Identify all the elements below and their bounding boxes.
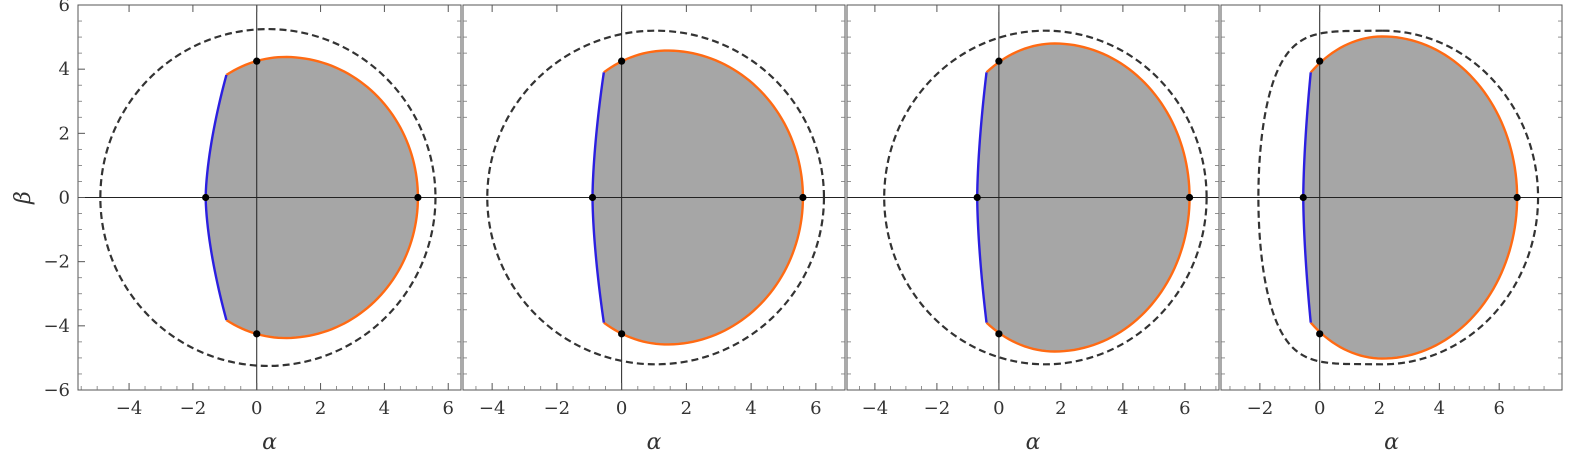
- x-tick-label: 4: [745, 398, 756, 419]
- y-tick-label: 2: [59, 123, 70, 144]
- x-axis-title: α: [647, 430, 662, 455]
- x-tick-label: −2: [1247, 398, 1274, 419]
- x-tick-label: 0: [251, 398, 262, 419]
- x-tick-label: 4: [379, 398, 390, 419]
- marker-point: [799, 193, 807, 202]
- x-tick-label: 6: [810, 398, 821, 419]
- marker-point: [618, 57, 626, 65]
- x-axis-title: α: [1384, 430, 1399, 455]
- x-tick-label: 4: [1117, 398, 1128, 419]
- marker-point: [253, 57, 261, 65]
- panel-3: −4 −2 0 2 4 6 α: [846, 4, 1220, 455]
- marker-point: [973, 193, 981, 202]
- marker-point: [253, 330, 261, 338]
- x-axis-title: α: [1026, 430, 1041, 455]
- marker-point: [995, 330, 1003, 338]
- plot-area: [847, 5, 1219, 390]
- x-axis-title: α: [262, 430, 277, 455]
- x-tick-label: −2: [544, 398, 571, 419]
- marker-point: [414, 193, 422, 202]
- x-tick-label: 0: [993, 398, 1004, 419]
- x-tick-label: 0: [616, 398, 627, 419]
- x-tick-label: 4: [1434, 398, 1445, 419]
- outer-boundary: [486, 29, 826, 366]
- x-tick-label: −2: [924, 398, 951, 419]
- outer-boundary: [99, 27, 437, 368]
- marker-point: [1316, 330, 1324, 338]
- x-tick-label: −4: [479, 398, 506, 419]
- plot-area: [1221, 5, 1562, 390]
- plot-area: [78, 5, 461, 390]
- marker-point: [1299, 193, 1307, 202]
- outer-boundary: [1257, 29, 1540, 366]
- marker-point: [995, 57, 1003, 65]
- panel-2: −4 −2 0 2 4 6 α: [462, 4, 846, 455]
- panel-frame: [1220, 4, 1563, 391]
- panel-1: −4 −2 0 2 4 6 −6 −4 −2 0 2 4 6 α β: [11, 0, 462, 455]
- y-tick-label: −2: [43, 252, 70, 273]
- x-tick-label: 2: [1374, 398, 1385, 419]
- y-tick-label: 4: [59, 59, 70, 80]
- x-tick-label: 6: [1493, 398, 1504, 419]
- panel-4: −2 0 2 4 6 α: [1220, 4, 1563, 455]
- x-tick-label: 2: [681, 398, 692, 419]
- x-tick-label: −4: [116, 398, 143, 419]
- marker-point: [588, 193, 597, 202]
- x-tick-label: 2: [1055, 398, 1066, 419]
- x-tick-label: −2: [180, 398, 207, 419]
- marker-point: [1513, 193, 1521, 202]
- marker-point: [1185, 193, 1194, 202]
- x-tick-label: 2: [315, 398, 326, 419]
- x-tick-label: 6: [1179, 398, 1190, 419]
- marker-point: [1316, 57, 1324, 65]
- marker-point: [202, 193, 210, 202]
- y-tick-label: 0: [59, 188, 70, 209]
- x-tick-label: −4: [862, 398, 889, 419]
- outer-boundary: [883, 29, 1208, 366]
- y-tick-label: 6: [59, 0, 70, 16]
- x-tick-label: 0: [1314, 398, 1325, 419]
- y-tick-label: −6: [43, 380, 70, 401]
- y-axis-title: β: [11, 191, 36, 205]
- x-tick-label: 6: [443, 398, 454, 419]
- plot-area: [463, 5, 845, 390]
- marker-point: [618, 330, 626, 338]
- panel-frame: [846, 4, 1220, 391]
- y-tick-label: −4: [43, 316, 70, 337]
